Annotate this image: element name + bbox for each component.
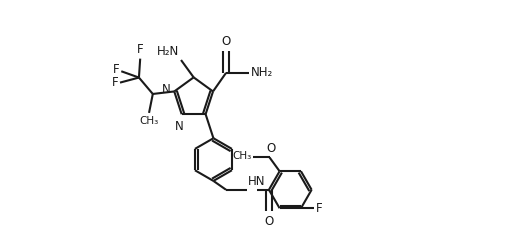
Text: NH₂: NH₂ xyxy=(251,66,273,79)
Text: N: N xyxy=(175,120,184,133)
Text: F: F xyxy=(111,76,118,89)
Text: H₂N: H₂N xyxy=(157,45,179,58)
Text: HN: HN xyxy=(248,175,265,188)
Text: F: F xyxy=(316,202,322,215)
Text: N: N xyxy=(162,83,171,96)
Text: O: O xyxy=(265,215,274,228)
Text: CH₃: CH₃ xyxy=(139,116,158,126)
Text: O: O xyxy=(221,34,231,48)
Text: F: F xyxy=(137,43,144,56)
Text: CH₃: CH₃ xyxy=(232,152,251,162)
Text: F: F xyxy=(112,63,119,76)
Text: O: O xyxy=(267,142,276,155)
